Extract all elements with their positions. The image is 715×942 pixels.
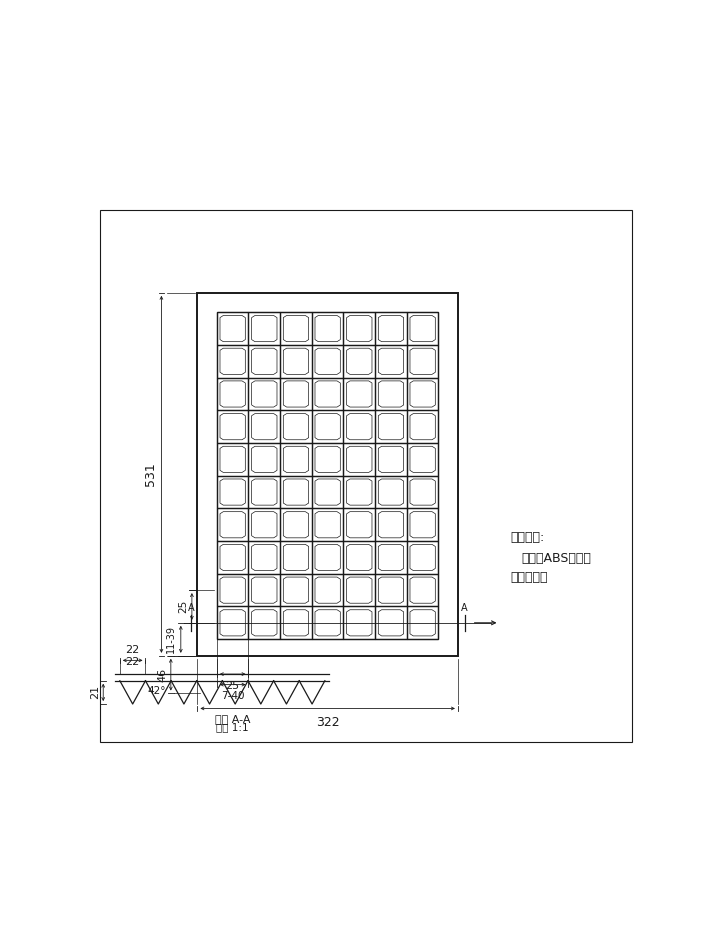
Text: 46: 46: [157, 668, 167, 682]
Text: A: A: [461, 603, 468, 613]
Text: 21: 21: [91, 686, 101, 700]
Bar: [312, 607, 343, 640]
Bar: [375, 607, 407, 640]
Bar: [197, 293, 458, 656]
Bar: [280, 378, 312, 411]
Bar: [280, 476, 312, 509]
Bar: [375, 378, 407, 411]
Text: 25: 25: [179, 600, 189, 613]
Bar: [343, 574, 375, 607]
Bar: [407, 476, 438, 509]
Bar: [280, 411, 312, 443]
Bar: [280, 443, 312, 476]
Bar: [217, 541, 249, 574]
Bar: [217, 312, 249, 345]
Bar: [312, 509, 343, 541]
Bar: [375, 312, 407, 345]
Bar: [249, 411, 280, 443]
Bar: [217, 411, 249, 443]
Bar: [217, 509, 249, 541]
Text: 剖面 A-A: 剖面 A-A: [215, 714, 250, 724]
Text: 7-40: 7-40: [221, 691, 245, 701]
Bar: [249, 509, 280, 541]
Text: 材料为ABS，穴坑: 材料为ABS，穴坑: [521, 552, 591, 565]
Bar: [407, 574, 438, 607]
Bar: [217, 378, 249, 411]
Bar: [407, 411, 438, 443]
Bar: [343, 541, 375, 574]
Bar: [249, 574, 280, 607]
Bar: [217, 476, 249, 509]
Bar: [407, 378, 438, 411]
Bar: [312, 574, 343, 607]
Bar: [217, 312, 438, 640]
Text: 322: 322: [316, 716, 340, 729]
Bar: [312, 476, 343, 509]
Bar: [343, 312, 375, 345]
Bar: [280, 541, 312, 574]
Bar: [280, 312, 312, 345]
Bar: [407, 509, 438, 541]
Bar: [249, 541, 280, 574]
Bar: [217, 443, 249, 476]
Bar: [280, 574, 312, 607]
Bar: [407, 345, 438, 378]
Bar: [343, 345, 375, 378]
Bar: [343, 509, 375, 541]
Text: 25: 25: [226, 681, 240, 690]
Bar: [407, 312, 438, 345]
Text: 42°: 42°: [148, 686, 167, 696]
Text: 531: 531: [144, 463, 157, 486]
Bar: [407, 541, 438, 574]
Text: A: A: [187, 603, 194, 613]
Bar: [249, 443, 280, 476]
Text: 无漏水现象: 无漏水现象: [511, 571, 548, 584]
Bar: [280, 345, 312, 378]
Bar: [312, 345, 343, 378]
Bar: [312, 378, 343, 411]
Bar: [280, 607, 312, 640]
Bar: [375, 411, 407, 443]
Bar: [249, 476, 280, 509]
Bar: [312, 443, 343, 476]
Bar: [217, 345, 249, 378]
Bar: [343, 443, 375, 476]
Bar: [217, 574, 249, 607]
Text: 11-39: 11-39: [166, 625, 176, 654]
Bar: [312, 411, 343, 443]
Bar: [375, 443, 407, 476]
Text: 22: 22: [126, 657, 140, 667]
Text: 技术要求:: 技术要求:: [511, 531, 545, 544]
Bar: [249, 312, 280, 345]
Bar: [343, 607, 375, 640]
Bar: [375, 345, 407, 378]
Bar: [312, 312, 343, 345]
Bar: [343, 378, 375, 411]
Bar: [249, 607, 280, 640]
Bar: [280, 509, 312, 541]
Bar: [407, 443, 438, 476]
Bar: [343, 411, 375, 443]
Bar: [375, 476, 407, 509]
Bar: [375, 541, 407, 574]
Bar: [217, 607, 249, 640]
Bar: [249, 378, 280, 411]
Bar: [343, 476, 375, 509]
Text: 22: 22: [126, 645, 140, 655]
Bar: [375, 509, 407, 541]
Bar: [312, 541, 343, 574]
Text: 比例 1:1: 比例 1:1: [217, 723, 249, 732]
Bar: [375, 574, 407, 607]
Bar: [407, 607, 438, 640]
Bar: [249, 345, 280, 378]
